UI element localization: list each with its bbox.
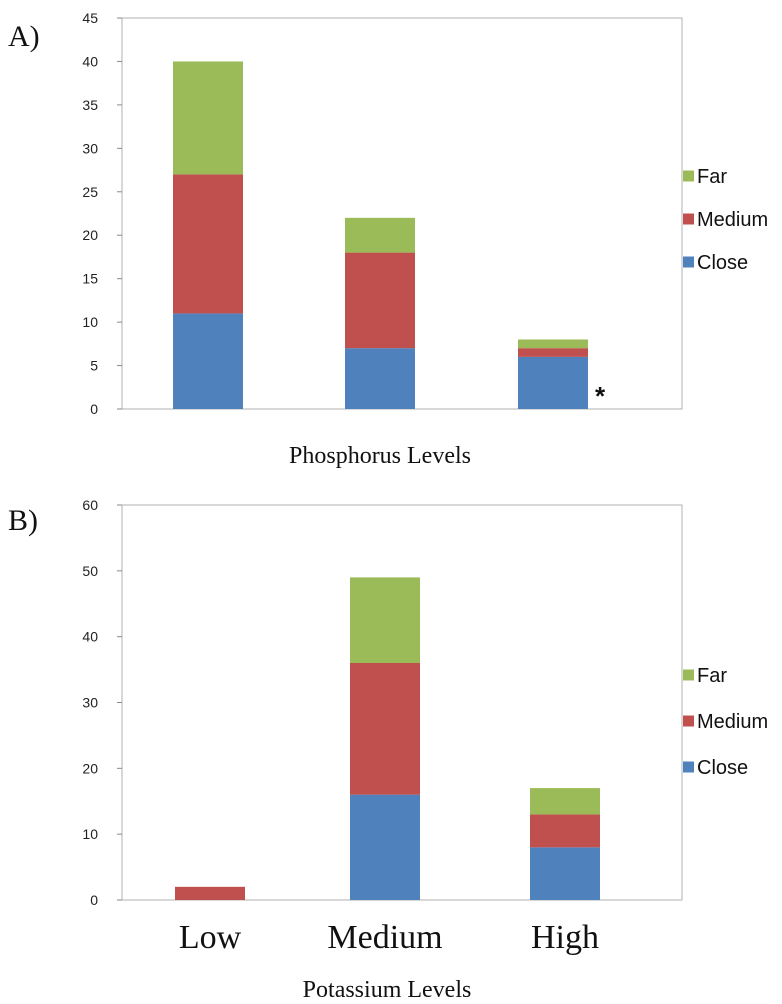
legend-swatch-medium (683, 213, 694, 225)
y-tick-label: 40 (82, 53, 98, 69)
x-category-label: High (531, 919, 599, 956)
legend-label-close: Close (697, 757, 748, 779)
y-tick-label: 0 (90, 892, 98, 908)
legend: Far Medium Close (683, 166, 768, 274)
x-axis-title: Phosphorus Levels (289, 443, 471, 469)
y-tick-label: 25 (82, 184, 98, 200)
legend-swatch-far (683, 170, 694, 182)
significance-annotation: * (595, 381, 606, 411)
y-tick-label: 35 (82, 97, 98, 113)
bar-close-1 (345, 348, 415, 409)
bar-far-0 (173, 61, 243, 175)
x-axis-title: Potassium Levels (303, 977, 472, 1003)
y-tick-label: 20 (82, 227, 98, 243)
legend-swatch-far (683, 669, 694, 681)
legend: Far Medium Close (683, 665, 768, 779)
y-tick-label: 60 (82, 497, 98, 513)
y-tick-label: 45 (82, 10, 98, 26)
bar-far-2 (518, 339, 588, 349)
legend-label-close: Close (697, 252, 748, 274)
chart-panel-1: 0 10 20 30 40 50 60 Low Medium High B) Potassium Le… (8, 497, 768, 1003)
legend-label-far: Far (697, 166, 727, 188)
legend-label-medium: Medium (697, 711, 768, 733)
bar-far-2 (530, 788, 600, 815)
legend-label-medium: Medium (697, 209, 768, 231)
bar-medium-2 (530, 814, 600, 848)
y-tick-label: 10 (82, 314, 98, 330)
y-tick-label: 40 (82, 629, 98, 645)
bar-far-1 (345, 217, 415, 253)
bar-medium-0 (173, 174, 243, 314)
bar-medium-1 (345, 252, 415, 349)
y-tick-label: 20 (82, 760, 98, 776)
y-tick-label: 15 (82, 271, 98, 287)
y-tick-label: 0 (90, 401, 98, 417)
panel-label: A) (8, 20, 40, 53)
legend-swatch-medium (683, 715, 694, 727)
bar-medium-2 (518, 348, 588, 357)
panel-label: B) (8, 504, 38, 537)
bar-close-0 (173, 313, 243, 409)
y-tick-label: 30 (82, 695, 98, 711)
x-category-label: Medium (327, 919, 442, 956)
bar-close-2 (518, 356, 588, 409)
x-category-label: Low (179, 919, 242, 956)
legend-swatch-close (683, 256, 694, 268)
y-tick-label: 30 (82, 140, 98, 156)
y-tick-label: 10 (82, 826, 98, 842)
legend-swatch-close (683, 761, 694, 773)
bar-close-2 (530, 847, 600, 900)
y-tick-label: 5 (90, 358, 98, 374)
y-tick-label: 50 (82, 563, 98, 579)
bar-close-1 (350, 794, 420, 900)
bar-medium-1 (350, 663, 420, 795)
bar-medium-0 (175, 886, 245, 900)
bar-far-1 (350, 577, 420, 663)
legend-label-far: Far (697, 665, 727, 687)
chart-panel-0: 0 5 10 15 20 25 30 35 40 45 * A) Phosphorus Levels Fa… (8, 10, 768, 469)
